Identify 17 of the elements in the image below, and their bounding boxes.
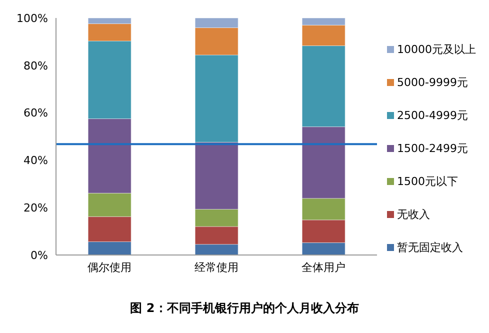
legend-label: 暂无固定收入 [397, 240, 463, 254]
y-tick-label: 60% [24, 106, 48, 120]
y-tick-label: 40% [24, 154, 48, 168]
legend-label: 1500-2499元 [397, 140, 468, 156]
legend-label: 10000元及以上 [397, 42, 476, 56]
legend-label: 无收入 [397, 206, 430, 222]
legend-label: 1500元以下 [397, 174, 458, 188]
legend-label: 5000-9999元 [397, 74, 468, 90]
x-tick-label: 经常使用 [194, 260, 238, 274]
y-tick-label: 20% [24, 202, 48, 215]
text: 图 2：不同手机银行用户的个人月收入分布 [129, 300, 360, 317]
y-tick-label: 100% [16, 12, 48, 25]
y-tick-label: 80% [24, 59, 48, 72]
x-tick-label: 全体用户 [302, 260, 346, 274]
x-tick-label: 偶尔使用 [88, 260, 132, 274]
y-tick-label: 0% [30, 248, 48, 262]
legend-label: 2500-4999元 [397, 108, 468, 122]
